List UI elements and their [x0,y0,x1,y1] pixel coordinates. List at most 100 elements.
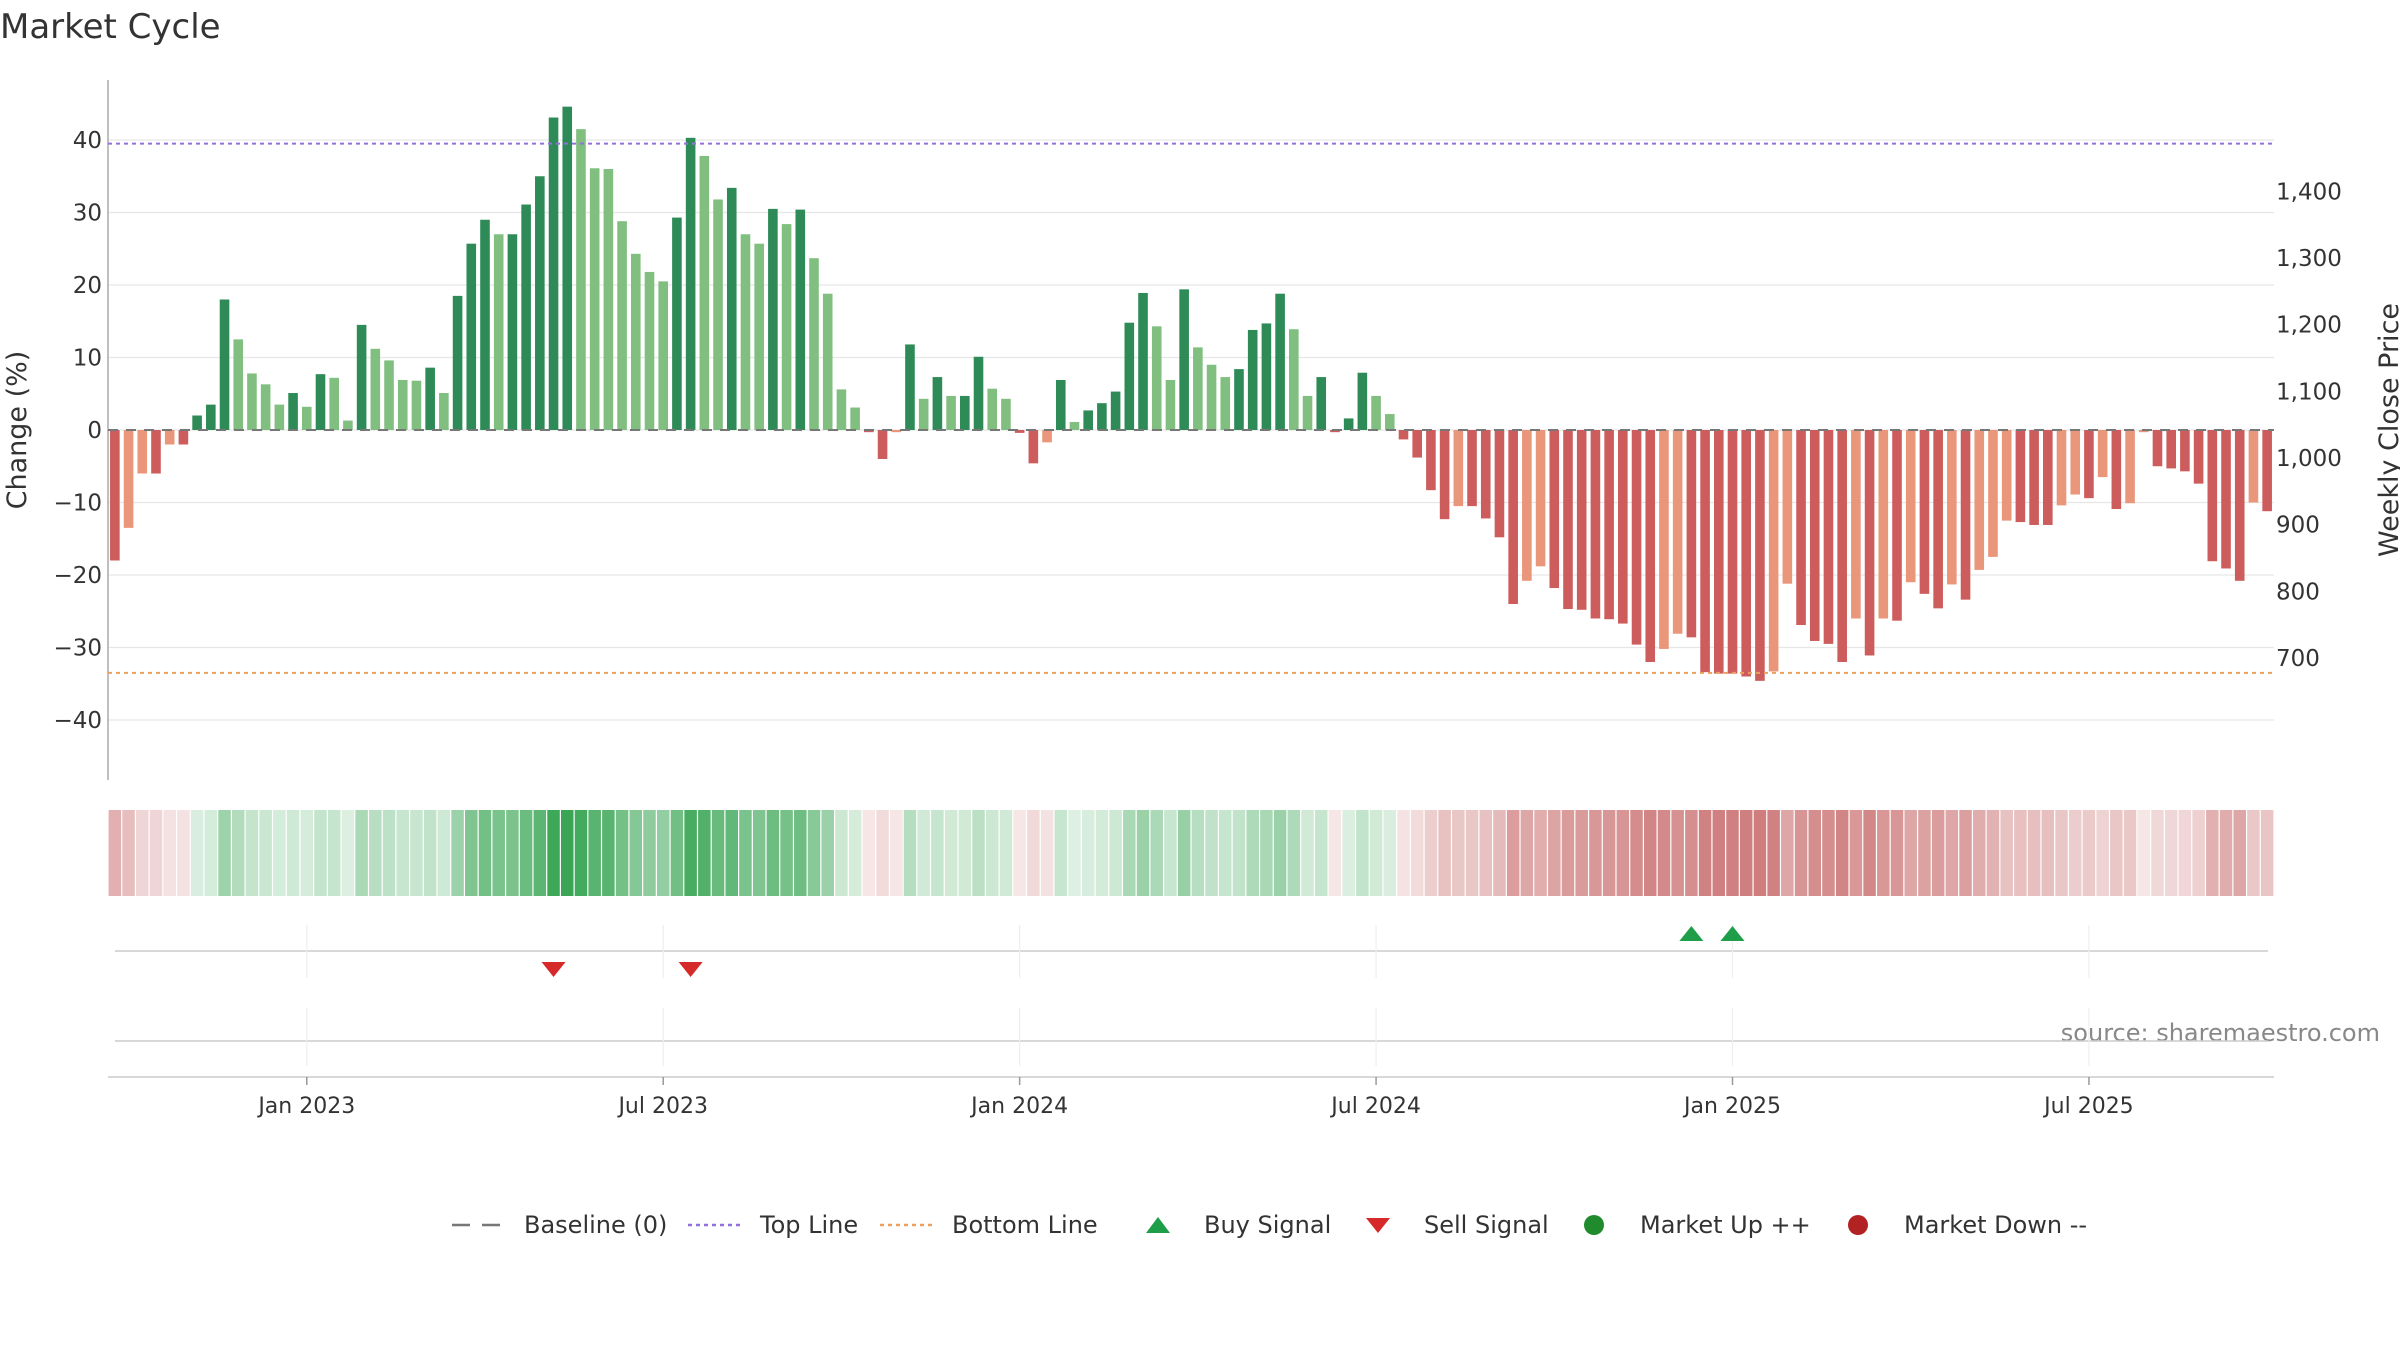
heat-cell-117 [1712,810,1726,896]
heat-cell-141 [2041,810,2055,896]
heat-cell-82 [1232,810,1246,896]
heat-cell-30 [519,810,533,896]
y2-tick-label: 1,000 [2276,446,2342,472]
bar-142 [2056,430,2067,506]
heat-cell-1 [122,810,135,896]
legend-item: Baseline (0) [452,1211,667,1239]
heat-cell-99 [1465,810,1479,896]
bar-122 [1782,430,1793,584]
bar-65 [1001,398,1011,430]
heat-cell-125 [1822,810,1835,896]
heat-cell-124 [1808,810,1822,896]
bar-14 [301,406,312,430]
bar-67 [1028,430,1039,464]
heat-cell-84 [1260,810,1273,896]
bar-74 [1124,322,1135,430]
bar-132 [1919,430,1930,594]
heat-cell-57 [890,810,903,896]
heat-cell-79 [1191,810,1205,896]
bar-54 [850,407,860,430]
bar-42 [685,137,696,430]
heat-cell-143 [2068,810,2082,896]
heat-cell-93 [1383,810,1397,896]
heat-cell-45 [725,810,739,896]
heat-cell-148 [2137,810,2151,896]
heat-cell-42 [684,810,697,896]
bar-133 [1933,430,1943,609]
y2-tick-label: 900 [2276,513,2320,539]
x-tick-label: Jul 2023 [616,1094,708,1119]
heat-cell-76 [1150,810,1163,896]
y2-tick-label: 1,300 [2276,246,2342,272]
bar-145 [2097,430,2108,478]
bar-0 [110,430,120,561]
bar-24 [439,393,449,430]
bar-107 [1576,430,1587,610]
heat-cell-116 [1698,810,1712,896]
heat-cell-137 [1986,810,2000,896]
bar-78 [1179,289,1189,430]
heat-cell-17 [341,810,355,896]
bar-13 [288,393,298,430]
heat-cell-2 [136,810,149,896]
bar-81 [1220,377,1231,430]
heat-cell-144 [2082,810,2096,896]
bar-95 [1412,430,1422,458]
bar-153 [2207,430,2218,562]
heat-cell-4 [163,810,176,896]
heat-cell-67 [1027,810,1040,896]
bar-98 [1453,430,1464,507]
heat-cell-98 [1452,810,1465,896]
heat-cell-20 [382,810,396,896]
y-tick-label: 30 [73,201,102,227]
bar-156 [2248,430,2259,503]
bar-69 [1055,379,1066,430]
bar-154 [2221,430,2231,569]
bar-82 [1234,369,1244,430]
bar-136 [1974,430,1985,570]
bar-140 [2029,430,2039,525]
heat-cell-149 [2151,810,2164,896]
y-tick-label: 20 [73,273,102,299]
heat-cell-94 [1397,810,1410,896]
heat-cell-35 [588,810,601,896]
heat-cell-53 [835,810,848,896]
legend-label: Buy Signal [1204,1211,1331,1239]
heat-cell-12 [273,810,286,896]
bar-105 [1549,430,1560,589]
bar-86 [1289,329,1299,430]
heat-cell-43 [698,810,711,896]
bar-116 [1700,430,1710,673]
heat-cell-81 [1219,810,1232,896]
heat-cell-108 [1589,810,1602,896]
bar-71 [1083,410,1093,430]
heat-cell-44 [711,810,725,896]
heat-cell-61 [944,810,958,896]
y-tick-label: −20 [53,563,102,589]
legend-item: Buy Signal [1146,1211,1331,1239]
bar-58 [905,344,915,430]
heat-cell-9 [231,810,245,896]
circle-legend-icon [1584,1215,1604,1235]
bar-29 [507,234,518,430]
bar-130 [1892,430,1902,621]
heat-cell-134 [1945,810,1959,896]
heat-cell-109 [1602,810,1616,896]
bar-38 [630,253,641,430]
heat-cell-71 [1081,810,1095,896]
heat-cell-14 [300,810,314,896]
heat-cell-47 [752,810,766,896]
heat-cell-139 [2014,810,2027,896]
heat-cell-66 [1013,810,1026,896]
heat-cell-65 [999,810,1013,896]
heat-cell-95 [1410,810,1424,896]
heat-cell-80 [1205,810,1218,896]
heat-cell-156 [2247,810,2260,896]
heat-cell-140 [2027,810,2041,896]
heat-cell-37 [615,810,629,896]
heat-cell-121 [1767,810,1780,896]
heat-cell-55 [862,810,876,896]
bar-149 [2152,430,2163,467]
heat-cell-90 [1342,810,1355,896]
bar-123 [1796,430,1806,626]
